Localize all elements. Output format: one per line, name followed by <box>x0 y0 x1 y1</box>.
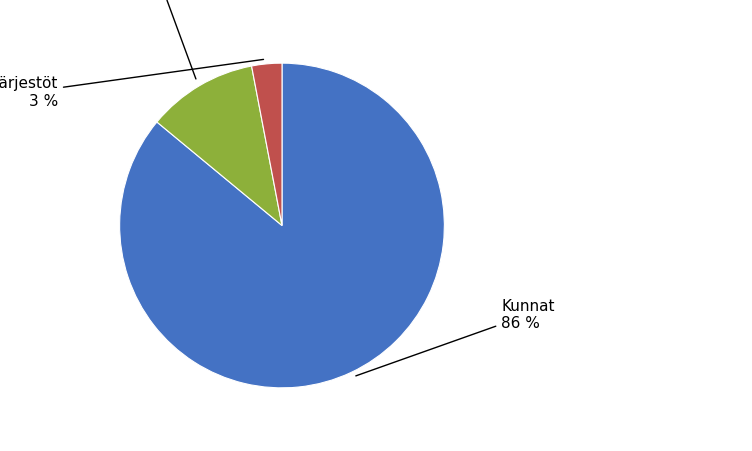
Text: Järjestöt
3 %: Järjestöt 3 % <box>0 60 263 109</box>
Wedge shape <box>120 63 444 388</box>
Text: Kunnat
86 %: Kunnat 86 % <box>356 299 555 376</box>
Wedge shape <box>252 63 282 226</box>
Wedge shape <box>157 66 282 226</box>
Text: Yritykset
11 %: Yritykset 11 % <box>126 0 196 79</box>
